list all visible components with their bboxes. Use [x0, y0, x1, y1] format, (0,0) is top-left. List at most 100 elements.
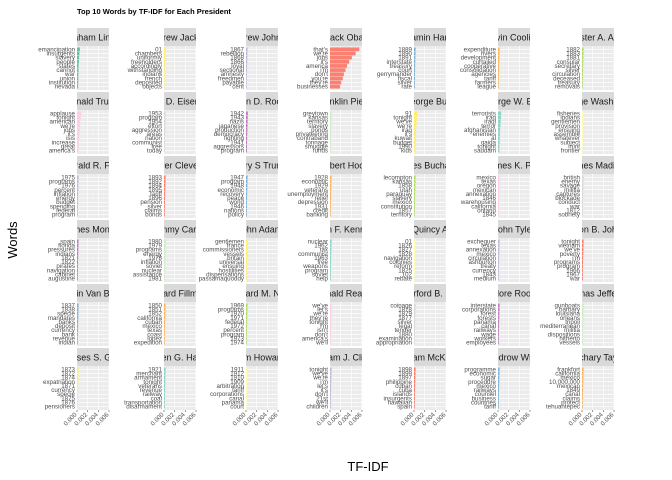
word-tick-label: ensuing: [222, 263, 244, 270]
word-tick-label: annexation: [466, 191, 497, 198]
word-tick-label: ponds: [311, 127, 328, 134]
bar: [498, 136, 500, 141]
word-tick-label: lecompton: [383, 174, 412, 181]
word-tick-label: corporations: [210, 391, 244, 398]
word-tick-label: 1893: [148, 174, 162, 181]
word-tick-label: circulation: [552, 71, 580, 78]
bar: [246, 243, 248, 248]
bar: [582, 80, 583, 85]
facet-strip-label: James K. Polk: [485, 161, 543, 171]
facet-strip-label: Abraham Lincoln: [59, 33, 127, 43]
word-tick-label: freedmen: [218, 75, 245, 82]
word-tick-label: 1868: [230, 55, 244, 62]
word-tick-label: 1821: [61, 255, 75, 262]
word-tick-label: 1852: [148, 311, 162, 318]
word-tick-label: gerrymander: [377, 71, 412, 78]
bar: [582, 340, 583, 345]
facet-panel: programmeeconomicsugarproceduremexicorai…: [464, 348, 532, 427]
word-tick-label: fisheries: [557, 110, 580, 117]
word-tick-label: objects: [142, 84, 162, 91]
word-tick-label: oregon: [477, 183, 497, 190]
word-tick-label: kuwait: [394, 135, 412, 142]
facet-panel: terroristsiraqiraqiterrorafghanistanenem…: [464, 92, 531, 155]
bar: [414, 388, 416, 392]
facet-panel: 1867rebellion18681866loyalsectionalamnes…: [218, 28, 279, 91]
bar: [330, 400, 331, 405]
word-tick-label: mandates: [48, 315, 75, 322]
word-tick-label: expatriation: [43, 379, 76, 386]
facet-panel: 91tonightwe'vewe'reiraqit'skuwaitbudget1…: [393, 92, 447, 155]
bar: [498, 379, 500, 384]
bar: [582, 148, 583, 153]
word-tick-label: al: [491, 135, 496, 142]
bar: [164, 303, 166, 308]
word-tick-label: nations: [224, 208, 244, 215]
word-tick-label: indians: [55, 251, 75, 258]
word-tick-label: 1966: [566, 267, 580, 274]
bar: [330, 388, 332, 392]
bar: [77, 80, 79, 85]
bar: [164, 371, 166, 376]
word-tick-label: circulation: [468, 255, 496, 262]
word-tick-label: aggression: [132, 127, 163, 134]
bar: [582, 132, 584, 136]
word-tick-label: 1828: [398, 251, 412, 258]
facet-panel: gunboatsbarbarylouisianaorleanstripolime…: [540, 284, 634, 347]
word-tick-label: 1929: [314, 183, 328, 190]
bar: [582, 187, 584, 192]
word-tick-label: 1953: [148, 110, 162, 117]
facet-panel: 01chambersuniformlyfreeholdersaccordingl…: [127, 28, 213, 91]
bar: [77, 307, 79, 312]
bar: [498, 72, 499, 77]
facet-strip-label: Thomas Jefferson: [562, 289, 634, 299]
bar: [77, 243, 79, 248]
word-tick-label: 1825: [398, 267, 412, 274]
bar: [414, 64, 416, 68]
word-tick-label: counsel: [475, 391, 496, 398]
bar: [498, 47, 500, 52]
word-tick-label: spending: [50, 203, 76, 210]
facet-strip: [164, 28, 196, 46]
bar: [498, 396, 499, 401]
word-tick-label: hostilities: [219, 267, 244, 274]
facet-strip-label: John Adams: [237, 225, 287, 235]
facet-strip-label: Andrew Jackson: [147, 33, 213, 43]
facet-strip: [330, 92, 362, 110]
bar: [582, 76, 583, 81]
bar: [246, 47, 248, 52]
bar: [246, 212, 247, 217]
word-tick-label: they're: [310, 315, 329, 322]
facet-strip: [330, 220, 362, 238]
word-tick-label: increase: [52, 139, 76, 146]
facet-panel: that'swe'rejobsit'samericai'mdon'tyou're…: [297, 28, 363, 91]
word-tick-label: it's: [321, 387, 328, 394]
bar: [414, 243, 416, 248]
word-tick-label: subject: [560, 139, 580, 146]
bar: [330, 324, 332, 328]
bar: [498, 144, 500, 149]
word-tick-label: cabinet: [55, 272, 75, 279]
x-tick-label: 0.006: [182, 411, 198, 427]
bar: [77, 68, 79, 72]
x-tick-label: 0.006: [600, 411, 616, 427]
bar: [164, 148, 165, 153]
facet-panel: we'velet'swe'rethey'retonighti'misn'tdon…: [302, 284, 363, 347]
bar: [330, 303, 332, 308]
bar: [498, 367, 500, 372]
word-tick-label: louisiana: [556, 311, 581, 318]
word-tick-label: insurgents: [383, 395, 412, 402]
word-tick-label: 1872: [61, 370, 75, 377]
bar: [498, 64, 500, 68]
facet-panel: tonightvietnamwe'vepovertyi'mprogramspro…: [554, 220, 615, 283]
bar: [414, 72, 415, 77]
facet-panel: 188918901891interstatetreasurycourtgerry…: [377, 28, 447, 91]
word-tick-label: 1873: [61, 366, 75, 373]
bar: [164, 64, 165, 68]
bar: [164, 140, 165, 145]
word-tick-label: 1849: [566, 387, 580, 394]
bar: [77, 396, 78, 401]
word-tick-label: recovery: [220, 191, 245, 198]
word-tick-label: canal: [229, 395, 244, 402]
word-tick-label: tonight: [143, 379, 162, 386]
bar: [330, 123, 332, 128]
